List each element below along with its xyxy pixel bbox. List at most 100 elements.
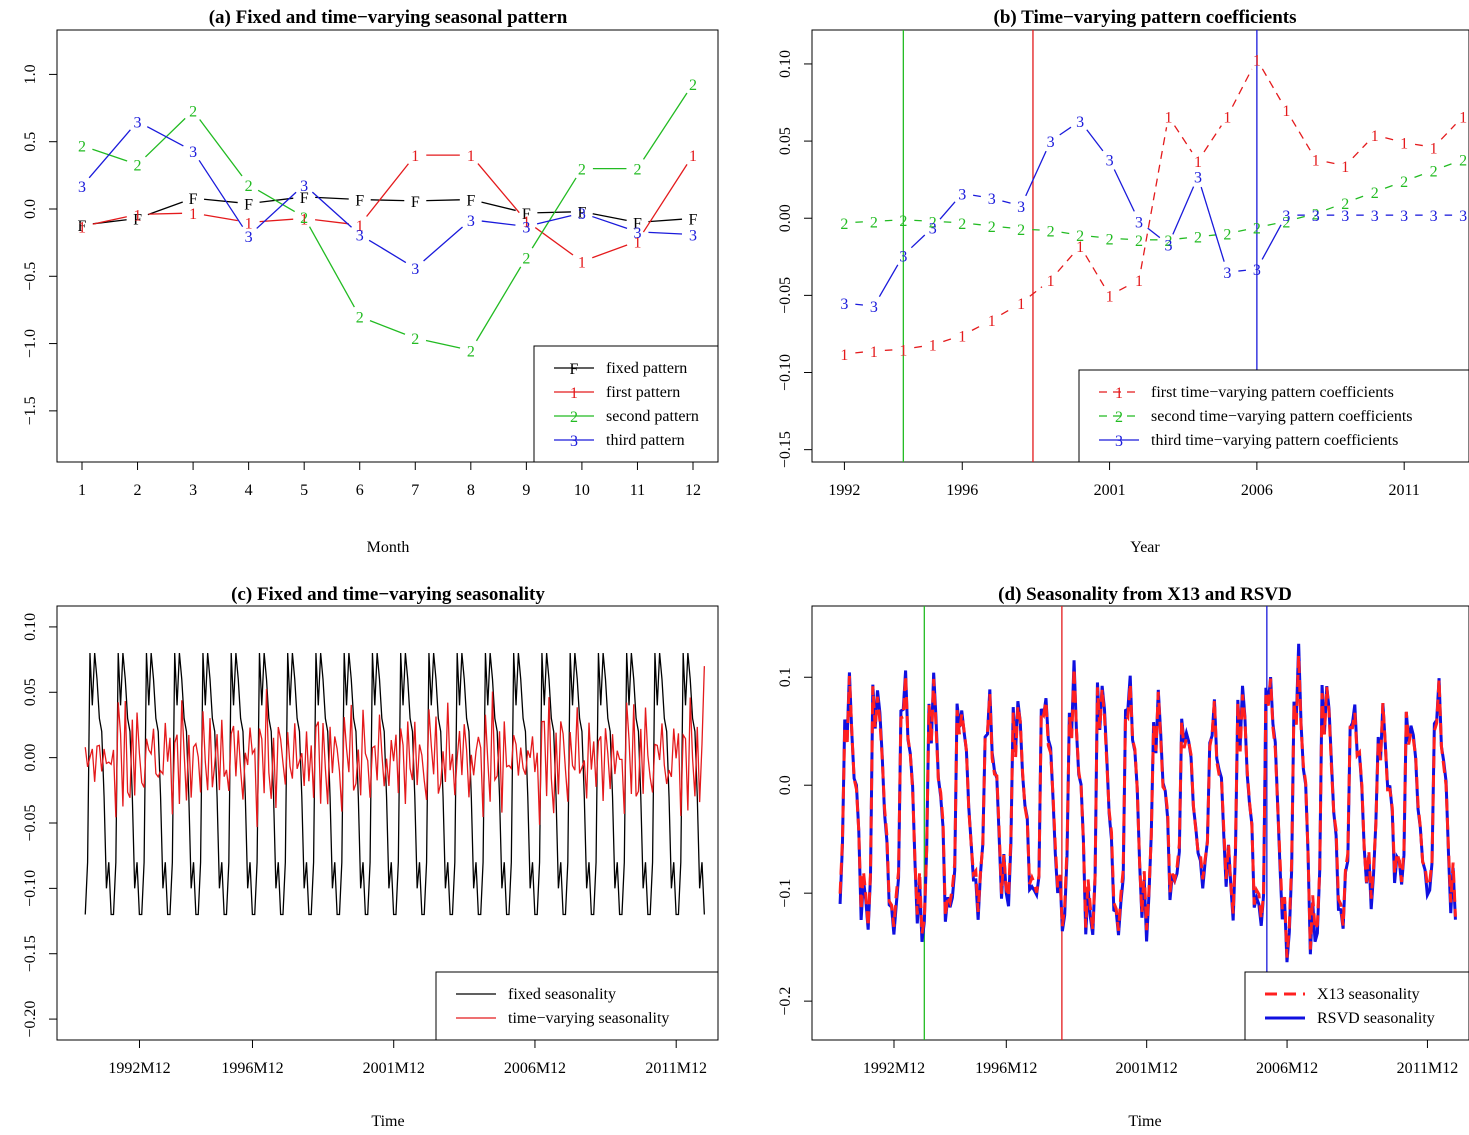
panel-c-time-varying-seasonality-line bbox=[84, 666, 705, 828]
panel-b-third-segment bbox=[1261, 224, 1282, 260]
panel-b-first-point: 1 bbox=[1400, 136, 1408, 153]
panel-a-third-point: 3 bbox=[411, 261, 419, 278]
panel-b-first-segment bbox=[1029, 286, 1043, 297]
panel-b-second-segment bbox=[1208, 234, 1217, 237]
panel-a-x-tick-label: 5 bbox=[300, 482, 308, 499]
panel-a-second-segment bbox=[92, 148, 128, 162]
panel-b-legend-marker: 3 bbox=[1115, 433, 1123, 450]
panel-b-second-point: 2 bbox=[1164, 233, 1172, 250]
panel-a-third-segment bbox=[423, 226, 463, 262]
panel-a-second-segment bbox=[308, 226, 355, 308]
panel-a-x-tick-label: 9 bbox=[522, 482, 530, 499]
panel-b-first-segment bbox=[1261, 68, 1282, 102]
panel-b-y-tick-label: −0.05 bbox=[777, 277, 794, 314]
panel-a-first-point: 1 bbox=[689, 148, 697, 165]
panel-c-legend-label: time−varying seasonality bbox=[508, 1010, 669, 1027]
panel-b-third-segment bbox=[1059, 126, 1072, 136]
panel-a-legend-label: first pattern bbox=[606, 384, 680, 401]
panel-a-x-tick-label: 7 bbox=[411, 482, 419, 499]
panel-b-first-point: 1 bbox=[1017, 296, 1025, 313]
panel-a-fixed-point: F bbox=[355, 193, 364, 210]
panel-a: (a) Fixed and time−varying seasonal patt… bbox=[22, 7, 719, 556]
panel-c-fixed-seasonality-line bbox=[84, 653, 705, 916]
panel-a-first-point: 1 bbox=[467, 148, 475, 165]
panel-c-y-tick-label: 0.00 bbox=[22, 744, 39, 772]
panel-a-first-point: 1 bbox=[189, 206, 197, 223]
panel-b-second-point: 2 bbox=[1400, 174, 1408, 191]
panel-a-second-point: 2 bbox=[689, 77, 697, 94]
panel-b-first-segment bbox=[1119, 284, 1130, 291]
panel-d-x13-seasonality-line bbox=[838, 654, 1457, 958]
panel-c-x-tick-label: 2006M12 bbox=[504, 1060, 566, 1077]
panel-b-second-point: 2 bbox=[1223, 227, 1231, 244]
panel-a-first-point: 1 bbox=[245, 215, 253, 232]
panel-b-third-segment bbox=[1238, 269, 1247, 272]
panel-a-first-point: 1 bbox=[356, 218, 364, 235]
panel-b-second-segment bbox=[1238, 229, 1247, 233]
panel-a-second-point: 2 bbox=[633, 162, 641, 179]
panel-a-third-point: 3 bbox=[356, 228, 364, 245]
panel-a-third-point: 3 bbox=[467, 213, 475, 230]
panel-b-x-tick-label: 2011 bbox=[1388, 482, 1419, 499]
panel-a-x-tick-label: 8 bbox=[467, 482, 475, 499]
panel-b-first-segment bbox=[1414, 143, 1423, 147]
panel-c-plot-area: 1992M12 1996M12 2001M12 2006M12 2011M12 −0.20… bbox=[22, 605, 719, 1077]
panel-b-x-tick-label: 1996 bbox=[946, 482, 978, 499]
panel-b-y-tick-label: −0.15 bbox=[777, 431, 794, 468]
panel-d-x-tick-label: 1996M12 bbox=[975, 1060, 1037, 1077]
panel-b-first-point: 1 bbox=[988, 313, 996, 330]
panel-a-second-segment bbox=[199, 119, 243, 177]
panel-b-first-point: 1 bbox=[1253, 52, 1261, 69]
panel-b-second-point: 2 bbox=[1076, 228, 1084, 245]
panel-b-y-tick-label: 0.05 bbox=[777, 127, 794, 155]
panel-a-third-point: 3 bbox=[78, 179, 86, 196]
panel-b-third-point: 3 bbox=[988, 191, 996, 208]
panel-a-second-point: 2 bbox=[522, 250, 530, 267]
panel-b-first-point: 1 bbox=[1223, 109, 1231, 126]
panel-a-fixed-segment bbox=[426, 199, 460, 202]
panel-a-fixed-point: F bbox=[689, 211, 698, 228]
panel-a-legend-label: fixed pattern bbox=[606, 360, 687, 377]
panel-b-second-segment bbox=[1296, 215, 1306, 220]
panel-c: (c) Fixed and time−varying seasonality 1… bbox=[22, 584, 719, 1130]
panel-a-legend-marker: F bbox=[570, 361, 579, 378]
panel-c-y-tick-label: −0.05 bbox=[22, 804, 39, 841]
panel-a-x-tick-label: 11 bbox=[630, 482, 645, 499]
panel-a-x-tick-label: 4 bbox=[245, 482, 253, 499]
panel-a-third-point: 3 bbox=[245, 229, 253, 246]
panel-b-second-segment bbox=[1384, 184, 1395, 189]
panel-a-first-point: 1 bbox=[633, 234, 641, 251]
panel-a-third-point: 3 bbox=[300, 178, 308, 195]
panel-a-third-segment bbox=[256, 191, 297, 229]
panel-b-third-point: 3 bbox=[1459, 208, 1467, 225]
panel-b-third-segment bbox=[910, 234, 926, 249]
panel-d-x-tick-label: 2011M12 bbox=[1397, 1060, 1459, 1077]
panel-b-third-point: 3 bbox=[899, 248, 907, 265]
panel-a-third-point: 3 bbox=[633, 225, 641, 242]
panel-b-first-segment bbox=[1231, 68, 1253, 107]
panel-b-first-point: 1 bbox=[1341, 159, 1349, 176]
panel-b-third-point: 3 bbox=[1282, 208, 1290, 225]
panel-a-x-tick-label: 2 bbox=[134, 482, 142, 499]
panel-a-third-segment bbox=[368, 239, 407, 264]
panel-b-first-point: 1 bbox=[929, 338, 937, 355]
panel-b-x-tick-label: 2006 bbox=[1241, 482, 1273, 499]
panel-d-legend-label: RSVD seasonality bbox=[1317, 1010, 1435, 1027]
panel-a-legend-box bbox=[533, 345, 719, 463]
panel-a-second-point: 2 bbox=[578, 162, 586, 179]
panel-b-third-segment bbox=[1147, 227, 1161, 239]
panel-b-second-segment bbox=[1061, 231, 1070, 235]
panel-b-first-segment bbox=[1385, 137, 1394, 141]
panel-b-second-point: 2 bbox=[1459, 153, 1467, 170]
panel-a-fixed-point: F bbox=[78, 218, 87, 235]
panel-b-second-point: 2 bbox=[929, 214, 937, 231]
panel-a-fixed-point: F bbox=[411, 194, 420, 211]
panel-b-third-segment bbox=[855, 303, 863, 306]
panel-a-third-segment bbox=[481, 220, 516, 226]
panel-b-second-segment bbox=[1090, 235, 1099, 238]
panel-b-third-point: 3 bbox=[1135, 214, 1143, 231]
panel-b-third-point: 3 bbox=[1047, 134, 1055, 151]
panel-c-x-tick-label: 1996M12 bbox=[221, 1060, 283, 1077]
panel-a-first-point: 1 bbox=[411, 148, 419, 165]
panel-b: (b) Time−varying pattern coefficients 19… bbox=[777, 7, 1469, 556]
